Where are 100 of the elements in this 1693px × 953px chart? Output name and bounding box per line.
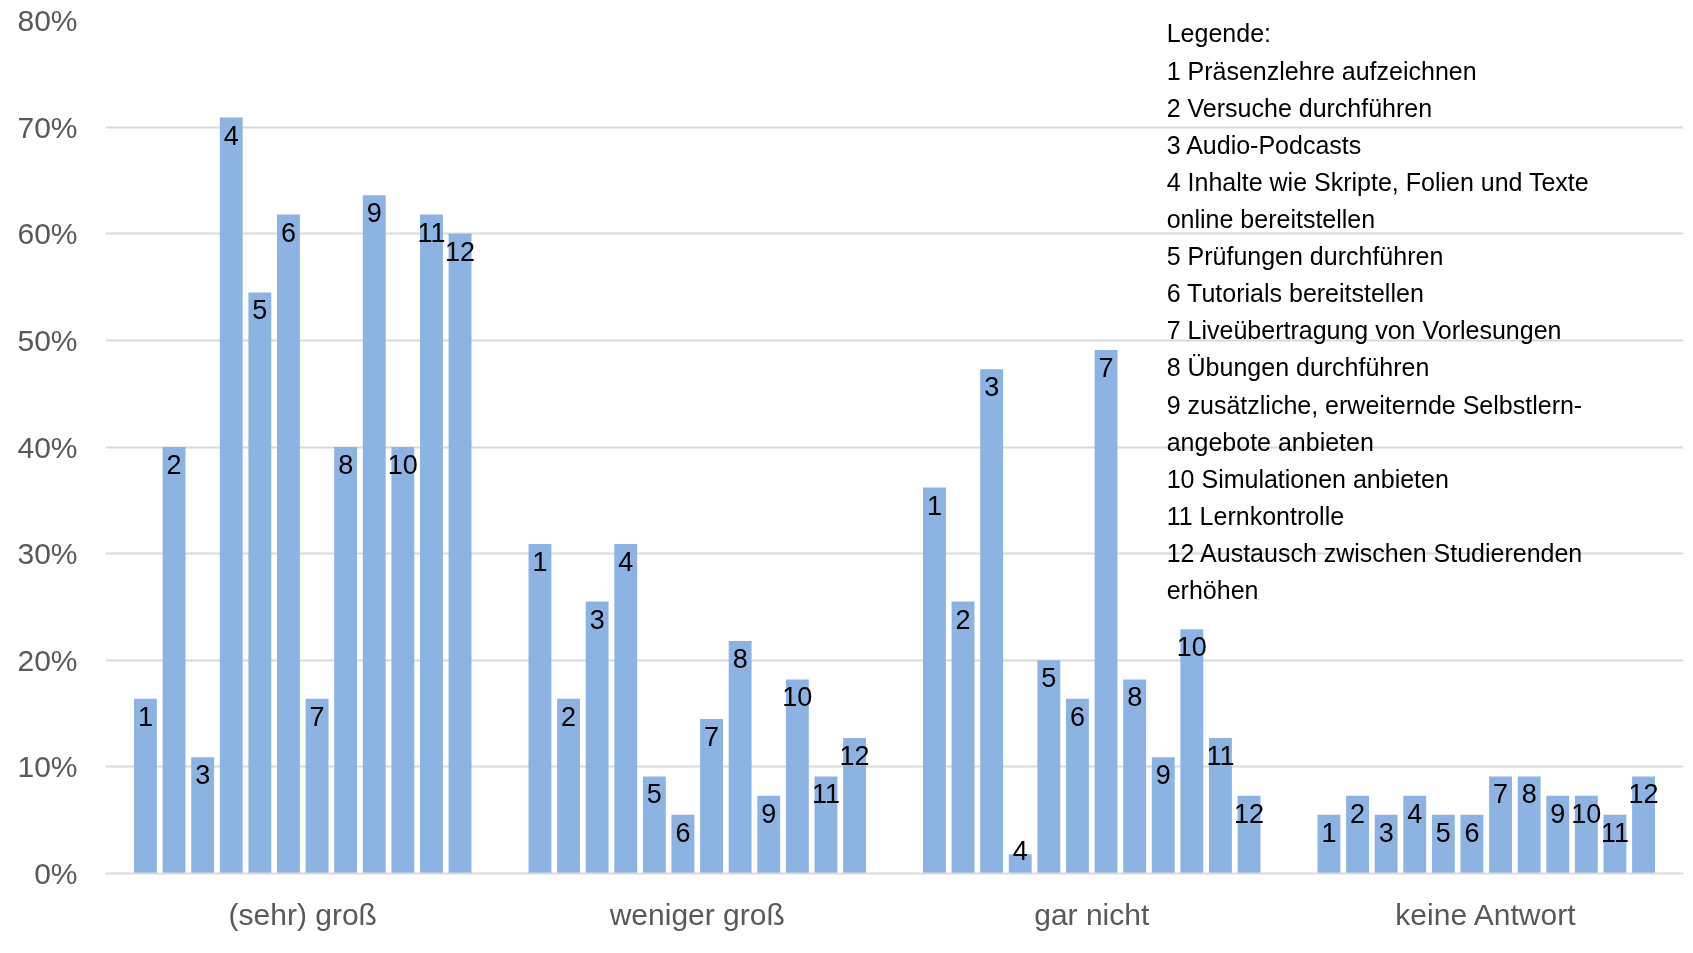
text: 4 xyxy=(1407,798,1423,829)
series-label: 5 xyxy=(252,295,268,326)
bar xyxy=(334,447,358,874)
bar xyxy=(1403,795,1427,874)
text: 3 xyxy=(589,604,605,635)
series-label: 8 xyxy=(338,450,354,480)
bar xyxy=(1489,776,1512,874)
x-tick-label: weniger groß xyxy=(608,897,785,931)
bar xyxy=(248,292,272,874)
bar xyxy=(162,447,186,874)
text: 1 xyxy=(1321,817,1337,848)
text: 5 xyxy=(646,779,662,810)
bar xyxy=(728,641,752,874)
bar xyxy=(614,544,638,874)
series-label: 3 xyxy=(195,760,211,791)
text: 10 xyxy=(1176,632,1207,663)
bar xyxy=(528,544,552,874)
y-tick-label: 30% xyxy=(17,537,78,571)
annotation: 3 Audio-Podcasts xyxy=(1166,130,1362,159)
text: 4 xyxy=(618,547,634,578)
bar xyxy=(420,214,443,874)
text: 12 xyxy=(1628,779,1659,810)
y-tick-label: 40% xyxy=(17,430,78,464)
text: 10 xyxy=(1571,798,1602,829)
annotation: 10 Simulationen anbieten xyxy=(1166,464,1449,493)
y-tick-label: 60% xyxy=(17,217,78,251)
annotation: 4 Inhalte wie Skripte, Folien und Texte online bereitstellen xyxy=(1166,167,1589,234)
annotation: 7 Liveübertragung von Vorlesungen xyxy=(1166,316,1562,345)
annotation: 1 Präsenzlehre aufzeichnen xyxy=(1166,56,1477,85)
bar xyxy=(642,776,666,874)
text: 9 xyxy=(1155,760,1171,791)
bar xyxy=(134,698,157,874)
text: 11 xyxy=(811,779,840,810)
annotation: 12 Austausch zwischen Studierenden erhöhen xyxy=(1166,538,1583,605)
bar xyxy=(951,601,975,874)
bar xyxy=(1094,349,1118,874)
series-label: 4 xyxy=(1012,836,1028,867)
text: 7 xyxy=(1493,779,1509,810)
text: 11 xyxy=(1600,817,1629,848)
text: 1 xyxy=(926,490,942,521)
text: 4 xyxy=(223,120,239,151)
bar xyxy=(1180,629,1204,874)
bar xyxy=(219,117,243,874)
y-tick-label: 10% xyxy=(17,750,78,784)
text: 9 xyxy=(761,798,777,829)
text: 12 xyxy=(445,236,476,267)
bar xyxy=(191,757,215,874)
bar xyxy=(1066,698,1089,874)
text: 3 xyxy=(984,372,1000,403)
bar xyxy=(700,718,723,874)
bar xyxy=(557,698,580,874)
bar xyxy=(757,795,781,874)
text: 5 xyxy=(1435,817,1451,848)
annotation: 9 zusätzliche, erweiternde Selbstlern- angebote anbieten xyxy=(1166,390,1583,456)
y-tick-label: 0% xyxy=(34,857,78,890)
bar xyxy=(1346,795,1369,874)
bar xyxy=(305,698,329,874)
series-label: 7 xyxy=(309,701,325,732)
text: 8 xyxy=(732,644,748,675)
text: 9 xyxy=(1550,798,1566,829)
bar xyxy=(980,369,1004,874)
text: 8 xyxy=(1127,682,1143,713)
series-label: 12 xyxy=(1234,798,1265,829)
y-tick-label: 50% xyxy=(17,323,78,357)
text: 7 xyxy=(704,721,720,752)
bar xyxy=(923,487,946,874)
text: 6 xyxy=(1464,817,1480,848)
x-tick-label: (sehr) groß xyxy=(228,897,377,931)
series-label: 1 xyxy=(137,701,153,732)
bar xyxy=(1209,738,1232,874)
series-label: 6 xyxy=(280,217,296,248)
text: 10 xyxy=(387,450,418,480)
bar xyxy=(391,447,415,874)
annotation: 11 Lernkontrolle xyxy=(1166,501,1345,530)
text: 2 xyxy=(1350,798,1366,829)
bar xyxy=(1517,776,1541,874)
bar xyxy=(362,195,386,874)
text: 12 xyxy=(839,741,870,772)
text: 3 xyxy=(1378,817,1394,848)
text: 1 xyxy=(532,547,548,578)
annotation: 5 Prüfungen durchführen xyxy=(1166,242,1444,271)
y-tick-label: 80% xyxy=(17,4,78,37)
y-tick-label: 20% xyxy=(17,643,78,677)
x-tick-label: gar nicht xyxy=(1034,897,1150,931)
text: 11 xyxy=(417,217,446,248)
bar xyxy=(1123,679,1147,874)
x-tick-label: keine Antwort xyxy=(1395,897,1577,931)
y-tick-label: 70% xyxy=(17,110,78,144)
text: 8 xyxy=(1521,779,1537,810)
text: 5 xyxy=(1041,663,1057,694)
bar xyxy=(1037,660,1061,874)
text: 2 xyxy=(955,604,971,635)
series-label: 10 xyxy=(782,682,813,713)
annotation: 6 Tutorials bereitstellen xyxy=(1166,279,1424,308)
series-label: 2 xyxy=(166,450,182,480)
text: 6 xyxy=(1069,701,1085,732)
text: 6 xyxy=(675,817,691,848)
bar xyxy=(277,214,300,874)
annotation: 2 Versuche durchführen xyxy=(1166,93,1433,122)
series-label: 9 xyxy=(366,198,382,229)
